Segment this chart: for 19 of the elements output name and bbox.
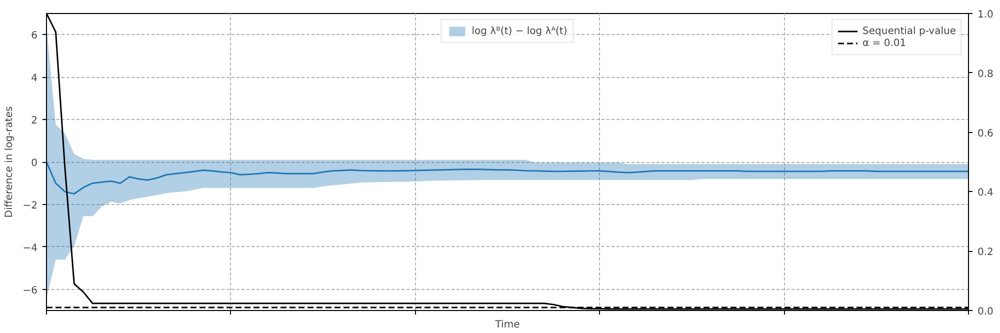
line-series bbox=[46, 161, 968, 195]
y-tick-label: −4 bbox=[22, 242, 38, 254]
y2-tick-label: 0.2 bbox=[978, 247, 994, 258]
legend-label: α = 0.01 bbox=[862, 37, 906, 49]
y2-tick-label: 0.6 bbox=[978, 128, 994, 140]
y-tick-label: −6 bbox=[22, 285, 38, 296]
y-tick-label: 6 bbox=[31, 30, 38, 42]
legend-label: Sequential p-value bbox=[862, 25, 956, 37]
y2-tick-label: 1.0 bbox=[978, 10, 994, 20]
legend-label: log λᴮ(t) − log λᴬ(t) bbox=[472, 25, 568, 37]
y-axis-title: Difference in log-rates bbox=[4, 106, 15, 218]
y-tick-label: 4 bbox=[31, 73, 38, 84]
y2-tick-label: 0.0 bbox=[978, 306, 994, 318]
x-axis-title: Time bbox=[494, 320, 520, 330]
y-tick-label: −2 bbox=[22, 200, 38, 212]
y2-tick-label: 0.8 bbox=[978, 68, 994, 80]
y-tick-label: 0 bbox=[31, 158, 38, 169]
y2-tick-label: 0.4 bbox=[978, 188, 994, 199]
y-tick-label: 2 bbox=[31, 116, 38, 127]
